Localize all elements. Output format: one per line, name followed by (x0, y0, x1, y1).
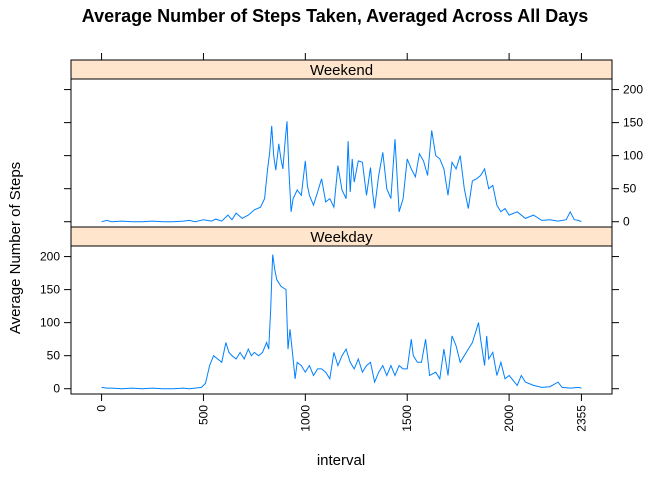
panels-group: Weekend Weekday (70, 59, 613, 395)
x-tick-label: 0 (95, 405, 109, 412)
y-tick-label: 100 (623, 149, 643, 163)
y-tick-label: 50 (47, 349, 61, 363)
series-line-weekend (101, 121, 582, 223)
strip-label-weekend: Weekend (310, 62, 373, 79)
x-axis-label: interval (317, 452, 365, 469)
series-line-weekday (101, 254, 582, 390)
y-tick-label: 200 (40, 250, 60, 264)
x-tick-label: 1000 (298, 405, 312, 432)
strip-label-weekday: Weekday (310, 229, 373, 246)
plot-frame-weekend (70, 78, 613, 228)
x-tick-label: 500 (196, 405, 210, 425)
y-tick-label: 150 (623, 116, 643, 130)
plot-frame-weekday (70, 245, 613, 395)
chart-title: Average Number of Steps Taken, Averaged … (82, 6, 589, 26)
x-tick-label: 1500 (400, 405, 414, 432)
y-axis-label: Average Number of Steps (7, 162, 24, 334)
y-tick-label: 50 (623, 182, 637, 196)
y-tick-label: 0 (53, 382, 60, 396)
y-tick-label: 150 (40, 283, 60, 297)
x-tick-label: 2000 (502, 405, 516, 432)
y-tick-label: 200 (623, 83, 643, 97)
y-tick-label: 0 (623, 215, 630, 229)
x-tick-label: 2355 (574, 405, 588, 432)
y-tick-label: 100 (40, 316, 60, 330)
panel-weekday: Weekday (70, 226, 613, 395)
panel-weekend: Weekend (70, 59, 613, 228)
